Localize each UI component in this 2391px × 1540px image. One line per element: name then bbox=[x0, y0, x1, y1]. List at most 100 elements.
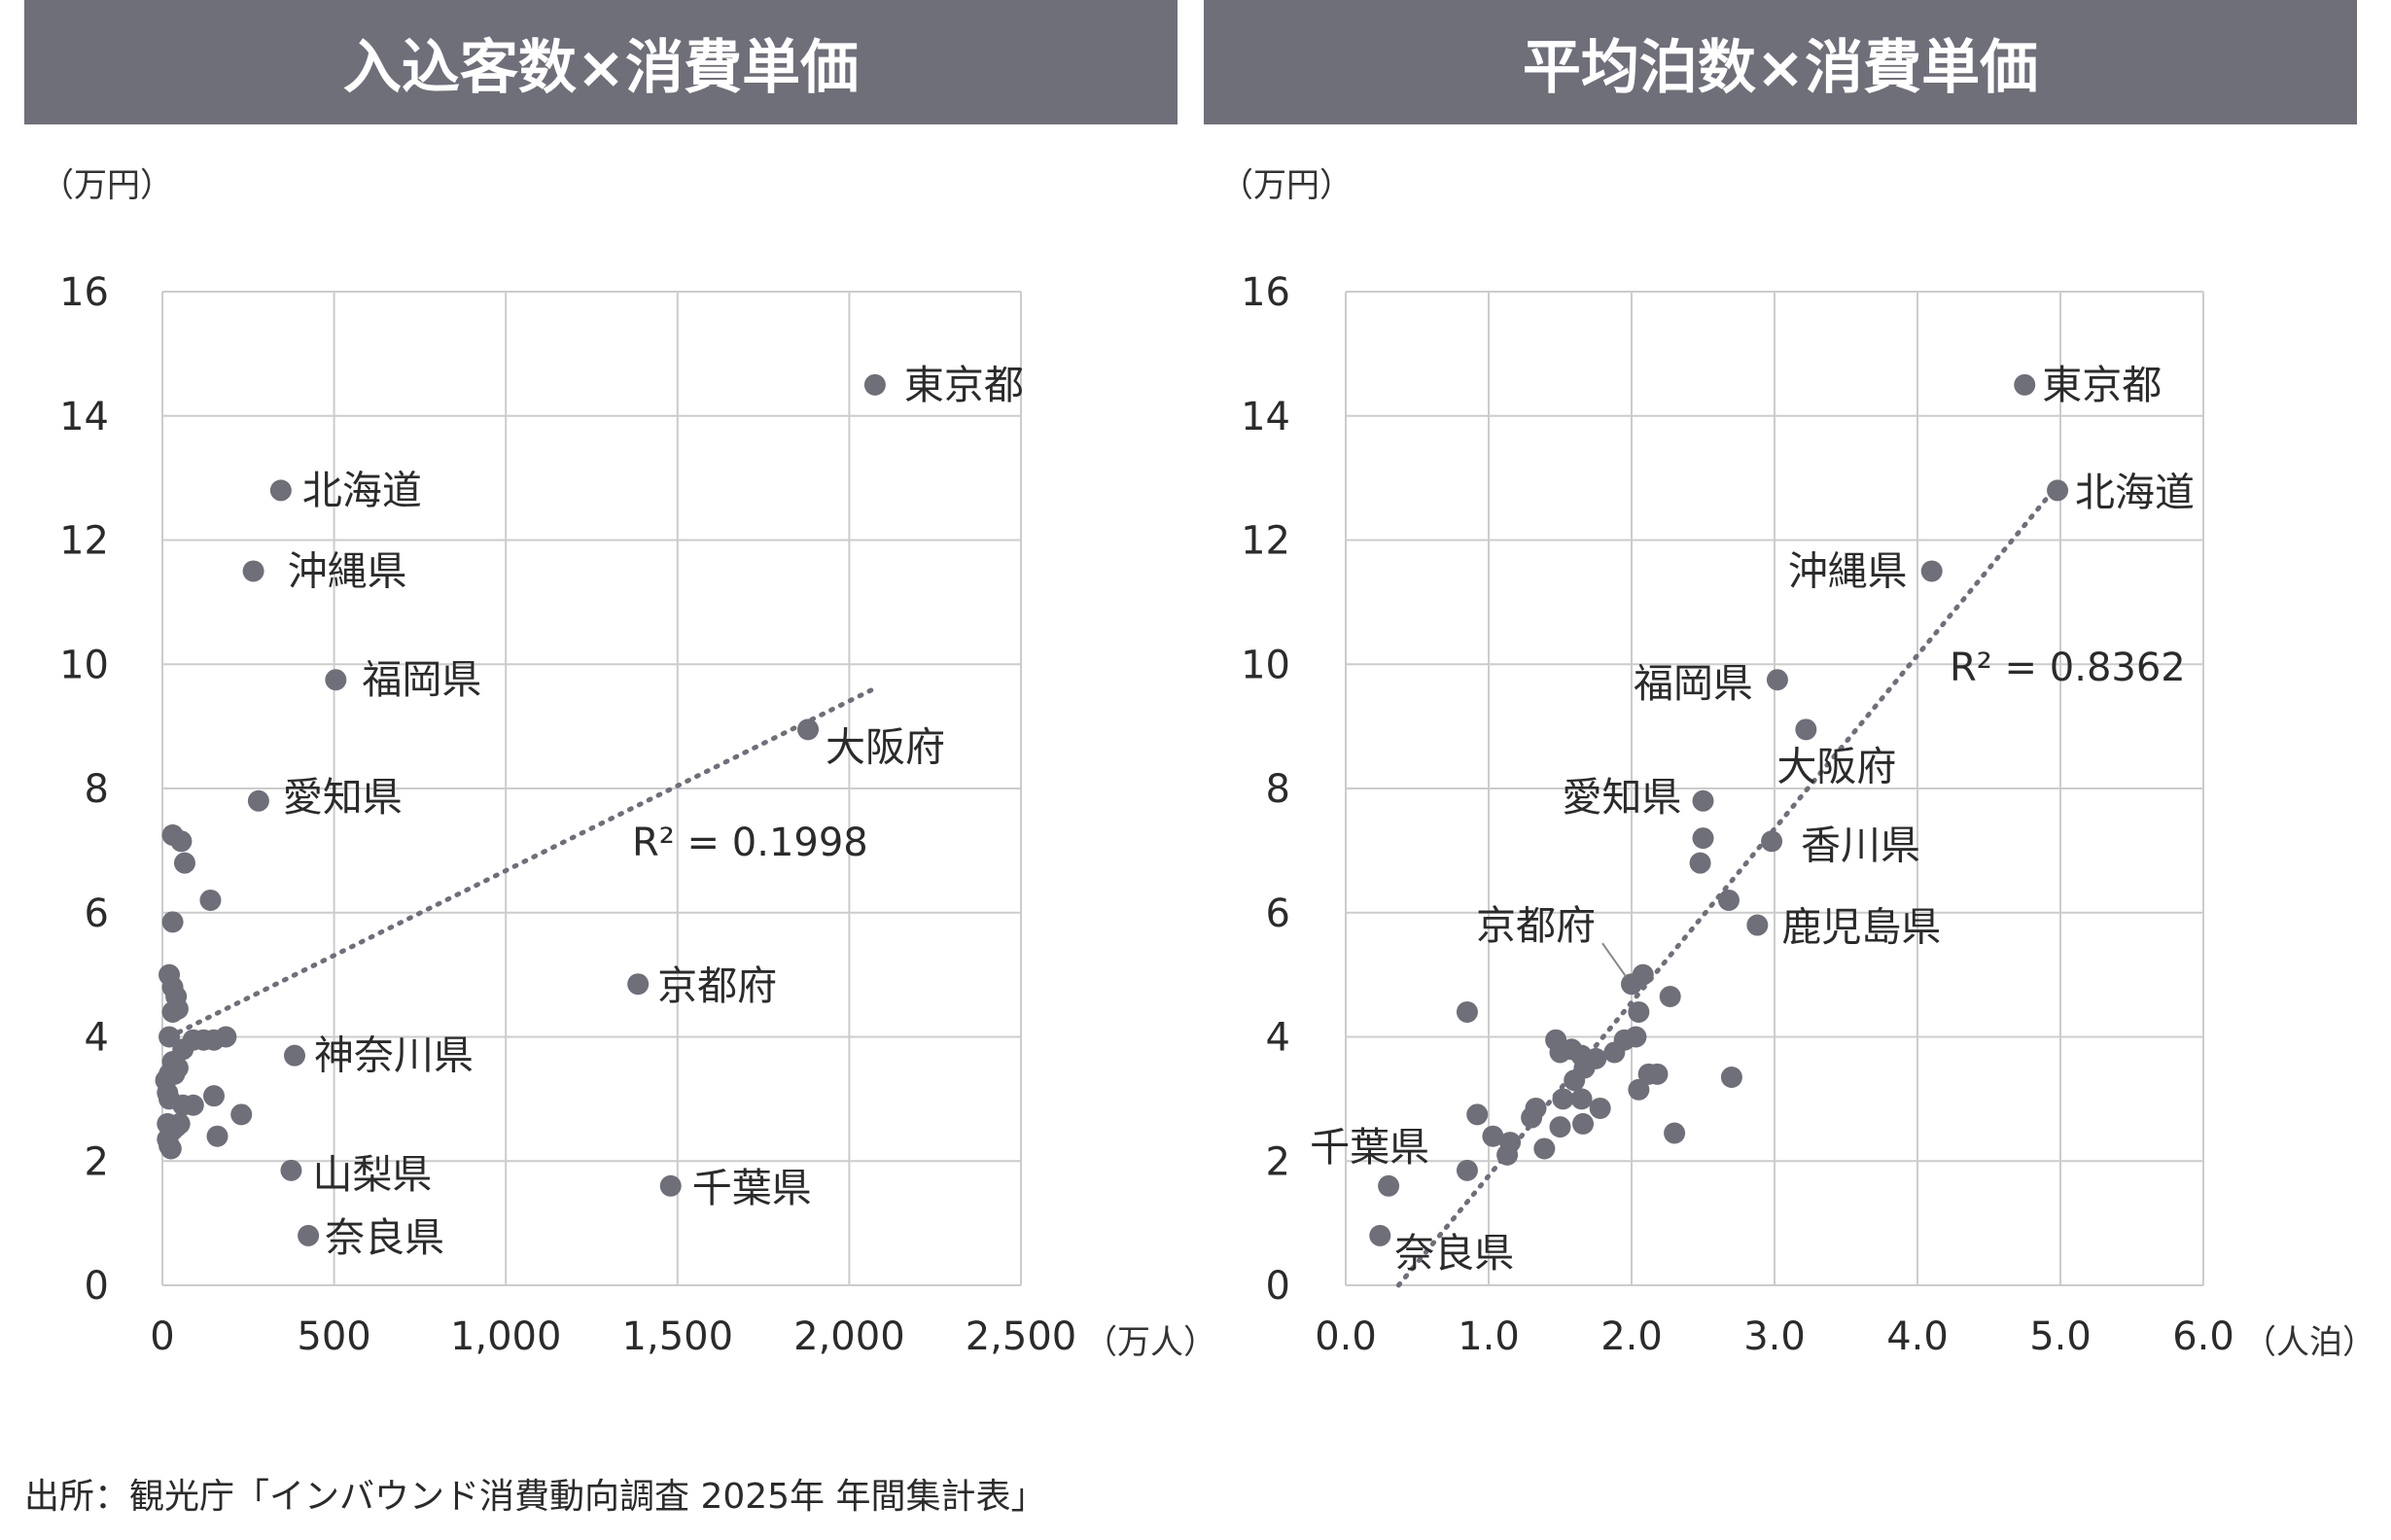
y-tick-label: 6 bbox=[85, 892, 109, 936]
x-tick-label: 2,000 bbox=[793, 1314, 905, 1359]
point-label: 愛知県 bbox=[283, 774, 403, 821]
data-point bbox=[797, 718, 820, 741]
data-point bbox=[2047, 479, 2069, 502]
point-label: 奈良県 bbox=[325, 1214, 444, 1261]
data-point bbox=[230, 1103, 253, 1126]
y-tick-label: 10 bbox=[1241, 643, 1290, 687]
data-point bbox=[1720, 1067, 1742, 1089]
data-point bbox=[163, 1063, 186, 1085]
y-tick-label: 12 bbox=[59, 519, 109, 564]
point-label: 東京都 bbox=[2042, 362, 2162, 408]
data-point bbox=[325, 669, 347, 691]
data-point bbox=[1456, 1159, 1478, 1181]
data-point bbox=[1369, 1224, 1391, 1246]
data-point bbox=[247, 789, 269, 812]
x-tick-label: 1,000 bbox=[450, 1314, 562, 1359]
left-y-unit: （万円） bbox=[41, 166, 173, 205]
source-note: 出所：観光庁「インバウンド消費動向調査 2025年 年間集計表」 bbox=[24, 1477, 1046, 1517]
data-point bbox=[1659, 985, 1681, 1007]
x-tick-label: 0.0 bbox=[1315, 1314, 1377, 1359]
y-tick-label: 2 bbox=[85, 1139, 109, 1184]
y-tick-label: 10 bbox=[59, 643, 109, 687]
y-tick-label: 4 bbox=[1266, 1016, 1290, 1061]
data-point bbox=[1621, 973, 1642, 996]
data-point bbox=[1589, 1097, 1611, 1119]
y-tick-label: 6 bbox=[1266, 892, 1290, 936]
data-point bbox=[1646, 1063, 1669, 1085]
point-label: 愛知県 bbox=[1563, 774, 1682, 821]
point-label: 福岡県 bbox=[1634, 660, 1753, 707]
data-point bbox=[1689, 852, 1711, 874]
data-point bbox=[1378, 1174, 1400, 1197]
trendline bbox=[1395, 487, 2057, 1288]
data-point bbox=[863, 373, 886, 396]
data-point bbox=[1795, 718, 1817, 741]
point-label: 香川県 bbox=[1801, 822, 1920, 868]
point-label: 千葉県 bbox=[1310, 1124, 1429, 1171]
data-point bbox=[1920, 560, 1943, 582]
point-label: 千葉県 bbox=[692, 1165, 812, 1211]
data-point bbox=[1466, 1103, 1489, 1126]
r-squared-label: R² = 0.8362 bbox=[1950, 646, 2186, 690]
data-point bbox=[659, 1174, 682, 1197]
data-point bbox=[1761, 830, 1783, 853]
data-point bbox=[1482, 1125, 1504, 1147]
point-label: 京都府 bbox=[1476, 902, 1596, 949]
data-point bbox=[182, 1094, 204, 1116]
data-point bbox=[280, 1159, 302, 1181]
data-point bbox=[1549, 1116, 1571, 1138]
data-point bbox=[1766, 669, 1788, 691]
data-point bbox=[1496, 1143, 1519, 1166]
point-label: 鹿児島県 bbox=[1781, 904, 1941, 951]
point-label: 沖縄県 bbox=[288, 547, 407, 594]
data-point bbox=[170, 830, 193, 853]
data-point bbox=[1692, 789, 1714, 812]
data-point bbox=[283, 1044, 305, 1067]
data-point bbox=[161, 911, 184, 933]
data-point bbox=[1533, 1138, 1556, 1160]
right-y-unit: （万円） bbox=[1220, 166, 1353, 205]
data-point bbox=[1570, 1088, 1593, 1110]
y-tick-label: 8 bbox=[85, 767, 109, 812]
r-squared-label: R² = 0.1998 bbox=[632, 821, 868, 865]
data-point bbox=[168, 1112, 191, 1135]
y-tick-label: 16 bbox=[1241, 270, 1290, 315]
x-tick-label: 2.0 bbox=[1600, 1314, 1663, 1359]
data-point bbox=[1746, 914, 1769, 936]
point-label: 福岡県 bbox=[362, 656, 481, 703]
point-label: 奈良県 bbox=[1394, 1230, 1514, 1277]
data-point bbox=[298, 1224, 320, 1246]
data-point bbox=[627, 973, 650, 996]
data-point bbox=[1625, 1026, 1647, 1048]
data-point bbox=[1717, 889, 1740, 911]
data-point bbox=[159, 1138, 182, 1160]
y-tick-label: 14 bbox=[1241, 395, 1290, 439]
data-point bbox=[1628, 1078, 1650, 1101]
x-tick-label: 1,500 bbox=[622, 1314, 734, 1359]
data-point bbox=[1521, 1106, 1543, 1129]
y-tick-label: 0 bbox=[85, 1264, 109, 1309]
data-point bbox=[2014, 373, 2036, 396]
x-tick-label: 2,500 bbox=[966, 1314, 1077, 1359]
data-point bbox=[242, 560, 264, 582]
data-point bbox=[158, 1026, 181, 1048]
left-x-unit: （万人） bbox=[1084, 1323, 1216, 1362]
data-point bbox=[206, 1125, 229, 1147]
leader-line bbox=[1601, 942, 1627, 977]
data-point bbox=[202, 1085, 225, 1107]
data-point bbox=[1456, 1000, 1478, 1023]
point-label: 東京都 bbox=[904, 362, 1024, 408]
data-point bbox=[1572, 1112, 1595, 1135]
x-tick-label: 3.0 bbox=[1743, 1314, 1806, 1359]
x-tick-label: 500 bbox=[297, 1314, 370, 1359]
y-tick-label: 14 bbox=[59, 395, 109, 439]
point-label: 北海道 bbox=[2075, 469, 2195, 515]
x-tick-label: 5.0 bbox=[2029, 1314, 2092, 1359]
point-label: 北海道 bbox=[302, 467, 422, 513]
point-label: 沖縄県 bbox=[1788, 547, 1908, 594]
point-label: 大阪府 bbox=[1776, 743, 1896, 789]
y-tick-label: 8 bbox=[1266, 767, 1290, 812]
data-point bbox=[1692, 827, 1714, 850]
data-point bbox=[1552, 1088, 1574, 1110]
